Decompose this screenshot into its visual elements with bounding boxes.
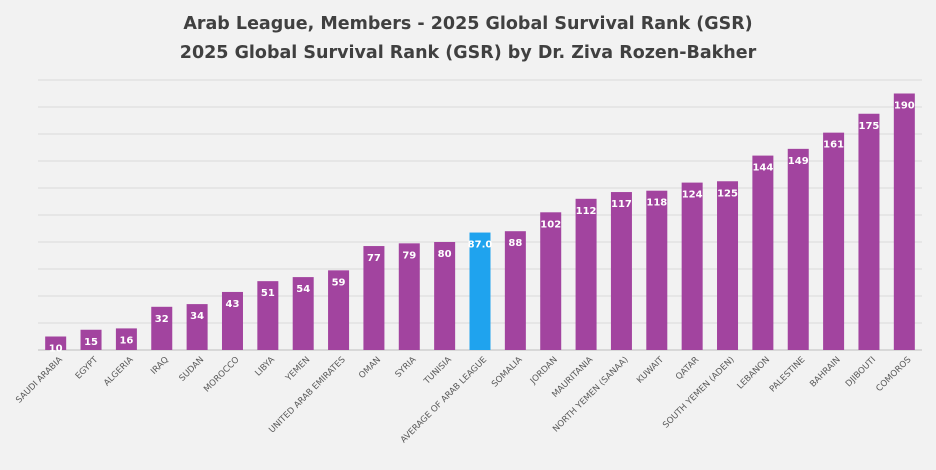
bar xyxy=(45,336,67,350)
x-tick-label: LEBANON xyxy=(735,355,772,392)
data-label: 59 xyxy=(332,277,346,288)
data-label: 112 xyxy=(576,206,597,217)
chart-title: Arab League, Members - 2025 Global Survi… xyxy=(183,14,752,34)
bar xyxy=(363,246,385,350)
bar xyxy=(717,181,739,350)
data-label: 51 xyxy=(261,288,275,299)
x-tick-label: TUNISIA xyxy=(422,355,454,387)
data-label: 16 xyxy=(119,335,133,346)
bar xyxy=(80,329,102,350)
bar xyxy=(646,190,668,350)
x-tick-label: YEMEN xyxy=(283,355,312,384)
bar xyxy=(752,155,774,350)
data-label: 117 xyxy=(611,199,632,210)
data-label: 144 xyxy=(752,163,773,174)
data-label: 32 xyxy=(155,314,169,325)
chart-subtitle: 2025 Global Survival Rank (GSR) by Dr. Z… xyxy=(180,43,757,63)
x-tick-label: MOROCCO xyxy=(202,355,242,395)
bar xyxy=(858,113,880,350)
bar xyxy=(575,198,597,350)
x-tick-label: SUDAN xyxy=(178,355,207,384)
data-label: 124 xyxy=(682,190,703,201)
x-tick-label: IRAQ xyxy=(149,355,171,377)
data-label: 118 xyxy=(646,198,667,209)
data-label: 161 xyxy=(823,140,844,151)
bar xyxy=(787,148,809,350)
data-label: 15 xyxy=(84,337,98,348)
x-tick-label: SAUDI ARABIA xyxy=(14,355,65,406)
data-label: 80 xyxy=(438,249,452,260)
x-tick-label: KUWAIT xyxy=(635,355,666,386)
data-label: 79 xyxy=(402,250,416,261)
data-label: 149 xyxy=(788,156,809,167)
x-tick-label: SYRIA xyxy=(394,355,419,380)
bar xyxy=(681,182,703,350)
x-tick-label: LIBYA xyxy=(253,355,277,379)
bar xyxy=(398,243,420,350)
bar xyxy=(186,304,208,350)
bar xyxy=(823,132,845,350)
x-tick-label: PALESTINE xyxy=(768,355,807,394)
data-label: 190 xyxy=(894,101,915,112)
bar xyxy=(221,291,243,350)
x-tick-label: EGYPT xyxy=(74,355,101,382)
x-tick-label: QATAR xyxy=(674,355,701,382)
x-tick-label: NORTH YEMEN (SANAA) xyxy=(551,355,630,434)
bars xyxy=(45,93,915,350)
bar xyxy=(328,270,350,350)
x-tick-label: JORDAN xyxy=(528,355,560,387)
data-label: 175 xyxy=(859,121,880,132)
data-label: 87.0 xyxy=(468,240,493,251)
x-axis-tick-labels: SAUDI ARABIA EGYPT ALGERIA IRAQ SUDANMOROCCO… xyxy=(14,355,913,446)
x-tick-label: DJIBOUTI xyxy=(844,355,878,389)
data-label: 102 xyxy=(540,219,561,230)
data-label: 43 xyxy=(226,299,240,310)
bar xyxy=(469,232,491,350)
data-label: 125 xyxy=(717,188,738,199)
bar xyxy=(151,306,173,350)
x-tick-label: ALGERIA xyxy=(102,355,135,388)
data-label: 77 xyxy=(367,253,381,264)
x-tick-label: SOUTH YEMEN (ADEN) xyxy=(661,355,736,430)
data-label: 10 xyxy=(49,344,63,355)
bar xyxy=(504,231,526,350)
x-tick-label: SOMALIA xyxy=(490,355,525,390)
x-tick-label: COMOROS xyxy=(874,355,913,394)
data-label: 34 xyxy=(190,311,204,322)
x-tick-label: UNITED ARAB EMIRATES xyxy=(267,355,347,435)
bar xyxy=(115,328,137,350)
bar xyxy=(292,277,314,350)
bar xyxy=(893,93,915,350)
bar xyxy=(610,192,632,350)
data-label: 88 xyxy=(508,238,522,249)
data-labels: 10 15 16 32 34 43 51 54 59 77 79 80 87.0 88 102 112 117 1… xyxy=(49,101,915,355)
data-label: 54 xyxy=(296,284,310,295)
bar xyxy=(257,281,279,350)
bar xyxy=(434,242,456,350)
bar xyxy=(540,212,562,350)
x-tick-label: BAHRAIN xyxy=(808,355,842,389)
x-tick-label: OMAN xyxy=(357,355,383,381)
